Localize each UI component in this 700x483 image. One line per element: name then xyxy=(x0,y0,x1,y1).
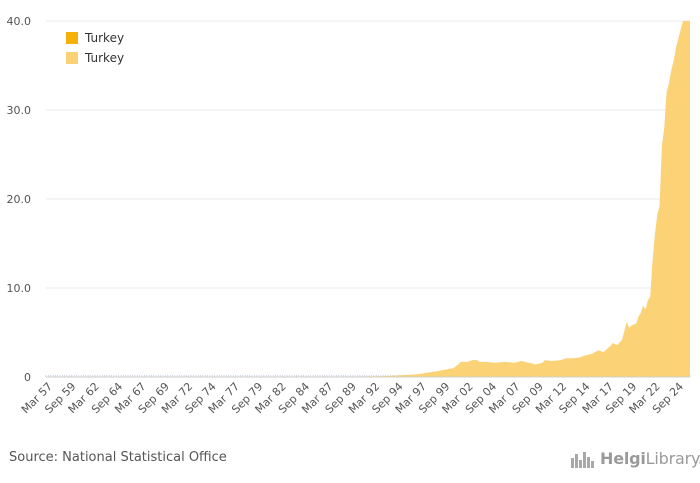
brand-name-bold: Helgi xyxy=(600,449,646,468)
legend: Turkey Turkey xyxy=(66,28,124,68)
y-tick-label: 30.0 xyxy=(7,104,32,117)
y-tick-label: 20.0 xyxy=(7,193,32,206)
legend-swatch-icon xyxy=(66,32,78,44)
y-tick-label: 40.0 xyxy=(7,15,32,28)
series-area-turkey xyxy=(46,21,690,377)
y-tick-label: 0 xyxy=(24,371,31,384)
legend-label: Turkey xyxy=(85,31,125,45)
brand-logo[interactable]: Helgi Library. xyxy=(570,449,700,468)
y-tick-label: 10.0 xyxy=(7,282,32,295)
legend-swatch-icon xyxy=(66,52,78,64)
gridlines xyxy=(46,20,690,378)
city-skyline-icon xyxy=(571,451,594,468)
y-axis: 0 10.0 20.0 30.0 40.0 xyxy=(7,15,32,384)
legend-item[interactable]: Turkey xyxy=(66,48,124,68)
brand-name-light: Library. xyxy=(645,449,700,468)
legend-item[interactable]: Turkey xyxy=(66,28,124,48)
source-note: Source: National Statistical Office xyxy=(9,450,227,465)
legend-label: Turkey xyxy=(85,51,125,65)
